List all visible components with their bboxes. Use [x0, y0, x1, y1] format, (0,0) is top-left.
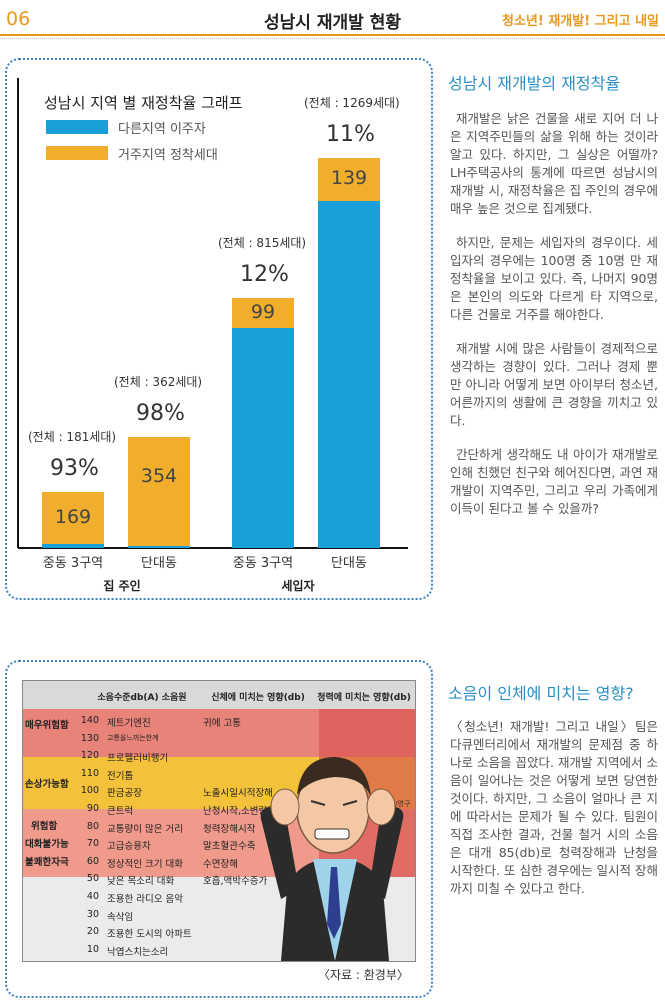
row-db: 130	[80, 732, 99, 744]
row-db: 30	[86, 908, 99, 920]
row-body-effect: 난청시작,소변량증가	[203, 806, 285, 817]
table-header: 신체에 미치는 영향(db)	[211, 693, 305, 703]
page-number: 06	[6, 8, 31, 30]
row-body-effect: 청력장해시작	[203, 823, 256, 835]
row-source: 제트기엔진	[107, 718, 151, 729]
row-db: 10	[86, 943, 99, 955]
total-label: (전체 : 1269세대)	[304, 96, 400, 110]
row-source: 큰트럭	[107, 806, 134, 817]
bar-settled	[232, 297, 294, 328]
row-source: 속삭임	[107, 911, 134, 923]
x-tick-label: 중동 3구역	[232, 556, 294, 571]
total-label: (전체 : 815세대)	[218, 235, 307, 250]
zone-label: 대화불가능	[25, 839, 69, 850]
total-label: (전체 : 181세대)	[28, 430, 117, 445]
data-label: 99	[250, 300, 276, 323]
legend-swatch-moved	[46, 120, 108, 134]
section2-paragraph: 〈청소년! 재개발! 그리고 내일〉팀은 다큐멘터리에서 재개발의 문제점 중 …	[450, 719, 658, 896]
section1-paragraph: 재개발은 낡은 건물을 새로 지어 더 나은 지역주민들의 삶을 위해 하는 것…	[450, 111, 658, 216]
zone-label: 불쾌한자극	[25, 857, 69, 868]
person-covering-ears-illustration	[260, 757, 404, 961]
legend-swatch-settled	[46, 146, 108, 160]
row-body-effect: 수면장해	[203, 858, 238, 870]
row-db: 70	[86, 838, 99, 850]
row-db: 90	[86, 803, 99, 814]
x-tick-label: 단대동	[331, 556, 367, 571]
row-body-effect: 호흡,맥박수증가	[203, 876, 268, 888]
row-db: 120	[80, 750, 99, 762]
data-label: 354	[140, 464, 178, 487]
group-label-owner: 집 주인	[103, 579, 141, 593]
row-source: 전기톱	[107, 770, 134, 782]
zone-label: 매우위험함	[25, 720, 69, 731]
section1-paragraph: 재개발 시에 많은 사람들이 경제적으로 생각하는 경향이 있다. 그러나 경제…	[450, 341, 658, 428]
row-db: 110	[80, 767, 99, 779]
chart-title: 성남시 지역 별 재정착율 그래프	[44, 94, 243, 112]
bar-settled	[42, 492, 104, 545]
row-source: 프로펠러비행기	[107, 753, 169, 765]
row-db: 80	[86, 820, 99, 832]
header-dotted-rule	[0, 38, 665, 39]
bar-settled	[318, 158, 380, 201]
section2-heading: 소음이 인체에 미치는 영향?	[448, 684, 634, 703]
series-brand: 청소년! 재개발! 그리고 내일	[502, 14, 659, 29]
percent-label: 11%	[326, 122, 375, 147]
row-db: 50	[86, 873, 99, 885]
zone-label: 위험함	[31, 821, 58, 832]
section1-heading: 성남시 재개발의 재정착율	[448, 74, 621, 93]
row-source: 낮은 목소리 대화	[107, 876, 175, 888]
row-body-effect: 귀에 고통	[203, 718, 241, 729]
total-label: (전체 : 362세대)	[114, 374, 203, 389]
percent-label: 93%	[50, 456, 99, 482]
legend-label-settled: 거주지역 정착세대	[118, 148, 218, 163]
table-header: 청력에 미치는 영향(db)	[317, 693, 411, 703]
chart-axes	[17, 78, 408, 549]
group-label-tenant: 세입자	[281, 579, 315, 593]
zone-label: 손상가능함	[25, 779, 69, 790]
row-body-effect: 노출시일시적장해	[203, 788, 273, 800]
header-rule	[0, 34, 665, 36]
table-header: 소음수준db(A) 소음원	[97, 693, 187, 703]
section1-body: 재개발은 낡은 건물을 새로 지어 더 나은 지역주민들의 삶을 위해 하는 것…	[450, 110, 658, 518]
source-note: 〈자료 : 환경부〉	[318, 968, 409, 982]
bar-moved	[232, 327, 294, 548]
section1-paragraph: 하지만, 문제는 세입자의 경우이다. 세입자의 경우에는 100명 중 10명…	[450, 235, 658, 322]
x-tick-label: 단대동	[141, 556, 177, 571]
row-source: 교통량이 많은 거리	[107, 823, 183, 835]
row-db: 40	[86, 891, 99, 902]
bar-moved	[318, 200, 380, 548]
x-tick-label: 중동 3구역	[42, 556, 104, 571]
row-source: 고통을느끼는한계	[107, 733, 159, 742]
legend-label-moved: 다른지역 이주자	[118, 122, 206, 137]
row-source: 판금공장	[107, 788, 142, 800]
row-db: 60	[86, 855, 99, 867]
bar-moved	[128, 545, 190, 548]
noise-panel	[5, 660, 433, 998]
data-label: 169	[54, 506, 92, 529]
row-db: 100	[80, 785, 99, 797]
row-source: 고급승용차	[107, 841, 151, 853]
bar-moved	[42, 544, 104, 548]
page-title: 성남시 재개발 현황	[264, 13, 401, 33]
row-body-effect: 말초혈관수축	[203, 841, 256, 853]
percent-label: 12%	[240, 261, 289, 287]
percent-label: 98%	[136, 400, 185, 426]
noise-table: 소음수준db(A) 소음원 신체에 미치는 영향(db) 청력에 미치는 영향(…	[22, 680, 416, 962]
bar-settled	[128, 436, 190, 546]
row-source: 낙엽스치는소리	[107, 946, 169, 958]
chart-panel	[5, 58, 433, 600]
row-source: 조용한 도시의 아파트	[107, 929, 192, 941]
row-source: 조용한 라디오 음악	[107, 894, 183, 905]
section1-paragraph: 간단하게 생각해도 내 아이가 재개발로 인해 친했던 친구와 헤어진다면, 과…	[450, 447, 658, 516]
row-db: 20	[86, 926, 99, 938]
row-db: 140	[80, 715, 99, 726]
row-source: 정상적인 크기 대화	[107, 858, 183, 870]
data-label: 139	[330, 167, 368, 190]
